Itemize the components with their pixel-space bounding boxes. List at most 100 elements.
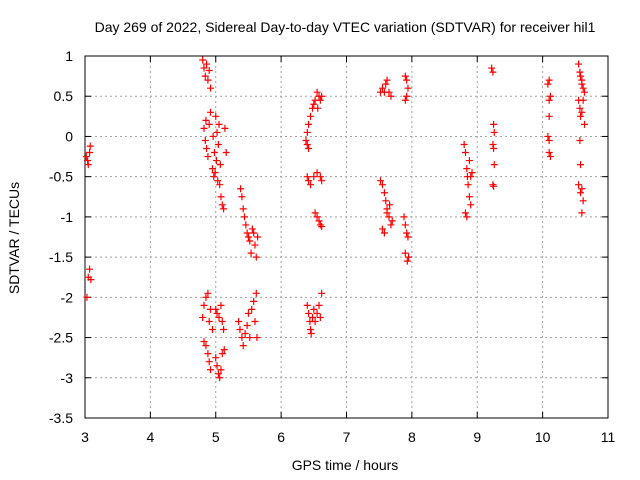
data-point [488,64,496,72]
data-point [305,177,313,185]
data-point [401,96,409,104]
data-point [545,112,553,120]
grid [85,56,608,418]
data-point [401,221,409,229]
data-point [490,182,498,190]
data-point [464,181,472,189]
data-point [490,120,498,128]
data-point [307,181,315,189]
data-point [401,249,409,257]
data-point [545,149,553,157]
data-point [387,221,395,229]
data-point [214,140,222,148]
data-point [382,80,390,88]
data-point [215,313,223,321]
data-point [318,223,326,231]
data-point [200,338,208,346]
data-point [313,88,321,96]
data-point [250,297,258,305]
y-tick-label: 0.5 [54,88,74,104]
data-point [303,128,311,136]
data-point [208,326,216,334]
data-point [579,84,587,92]
data-point [82,153,90,161]
data-point [253,334,261,342]
data-point [203,145,211,153]
data-point [202,116,210,124]
data-point [378,84,386,92]
data-point [236,326,244,334]
data-point [544,132,552,140]
data-point [243,229,251,237]
data-point [305,309,313,317]
x-tick-label: 8 [408,429,416,445]
data-point [204,289,212,297]
data-point [463,213,471,221]
data-point [385,88,393,96]
data-point [303,140,311,148]
data-point [246,237,254,245]
data-point [387,92,395,100]
data-point [248,305,256,313]
data-point [220,205,228,213]
x-tick-label: 9 [473,429,481,445]
x-tick-label: 7 [343,429,351,445]
data-point [310,305,318,313]
data-point [546,92,554,100]
data-point [209,132,217,140]
data-point [380,189,388,197]
data-point [302,136,310,144]
data-point [202,342,210,350]
data-point [251,317,259,325]
data-point [579,96,587,104]
data-point [214,177,222,185]
y-tick-label: -1.5 [49,249,73,265]
data-point [303,173,311,181]
data-point [465,157,473,165]
data-point [316,173,324,181]
x-tick-label: 6 [277,429,285,445]
data-point [403,76,411,84]
data-point [579,197,587,205]
data-point [315,301,323,309]
data-point [545,76,553,84]
data-point [205,66,213,74]
data-point [207,108,215,116]
data-point [213,309,221,317]
data-point [378,225,386,233]
data-point [576,68,584,76]
data-point [217,301,225,309]
data-point [254,233,262,241]
data-point [307,326,315,334]
data-point [246,334,254,342]
data-point [580,88,588,96]
data-point [313,309,321,317]
data-point [313,213,321,221]
data-point [215,120,223,128]
data-point [489,68,497,76]
data-point [207,366,215,374]
data-point [316,221,324,229]
data-point [203,60,211,68]
data-point [310,100,318,108]
data-point [251,241,259,249]
data-point [84,157,92,165]
data-point [244,233,252,241]
data-point [311,317,319,325]
data-point [576,104,584,112]
data-point [199,56,207,64]
data-point [383,209,391,217]
data-point [212,157,220,165]
data-point [578,108,586,116]
y-tick-label: 0 [65,128,73,144]
data-point [468,169,476,177]
data-point [86,149,94,157]
data-point [577,112,585,120]
data-point [315,217,323,225]
data-point [580,120,588,128]
y-tick-label: -3.5 [49,410,73,426]
data-point [575,181,583,189]
data-point [403,92,411,100]
